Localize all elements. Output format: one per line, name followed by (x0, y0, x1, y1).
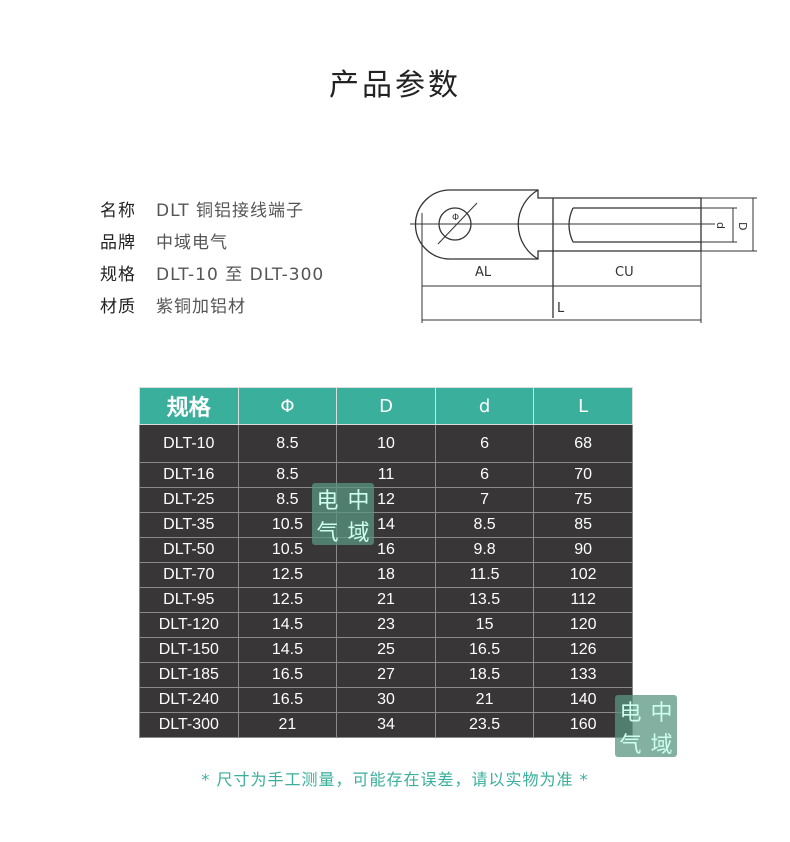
table-cell: 14.5 (237, 612, 338, 638)
table-cell: 15 (434, 612, 535, 638)
col-phi: Φ (237, 387, 338, 425)
table-cell: DLT-25 (139, 487, 239, 513)
table-cell: 120 (533, 612, 633, 638)
watermark-char: 气 (316, 521, 339, 546)
svg-text:L: L (557, 301, 565, 316)
table-cell: 75 (533, 487, 633, 513)
table-cell: 9.8 (434, 537, 535, 563)
table-cell: DLT-50 (139, 537, 239, 563)
table-row: DLT-50 10.5 16 9.8 90 (139, 537, 633, 563)
table-row: DLT-16 8.5 11 6 70 (139, 462, 633, 488)
table-cell: 16.5 (237, 662, 338, 688)
table-cell: DLT-95 (139, 587, 239, 613)
table-cell: 8.5 (434, 512, 535, 538)
table-cell: 126 (533, 637, 633, 663)
watermark-char: 电 (316, 489, 339, 514)
spec-name: 名称 DLT 铜铝接线端子 (100, 200, 305, 221)
table-cell: 85 (533, 512, 633, 538)
watermark-char: 中 (650, 701, 673, 726)
table-cell: DLT-300 (139, 712, 239, 738)
table-cell: 30 (336, 687, 436, 713)
spec-list: 名称 DLT 铜铝接线端子 品牌 中域电气 规格 DLT-10 至 DLT-300 材… (100, 192, 324, 320)
table-row: DLT-185 16.5 27 18.5 133 (139, 662, 633, 688)
svg-text:Φ: Φ (452, 213, 459, 223)
table-row: DLT-10 8.5 10 6 68 (139, 424, 633, 463)
spec-brand: 品牌 中域电气 (100, 232, 228, 253)
table-cell: DLT-16 (139, 462, 239, 488)
table-cell: 21 (237, 712, 338, 738)
table-cell: 12.5 (237, 587, 338, 613)
watermark-char: 中 (347, 489, 370, 514)
table-cell: DLT-10 (139, 424, 239, 463)
table-cell: 23 (336, 612, 436, 638)
table-cell: DLT-120 (139, 612, 239, 638)
svg-text:D: D (736, 222, 749, 230)
table-cell: 6 (434, 424, 535, 463)
table-cell: 16.5 (237, 687, 338, 713)
table-cell: 11.5 (434, 562, 535, 588)
table-row: DLT-300 21 34 23.5 160 (139, 712, 633, 738)
table-cell: 10 (336, 424, 436, 463)
watermark-char: 气 (619, 733, 642, 758)
table-cell: 27 (336, 662, 436, 688)
table-row: DLT-240 16.5 30 21 140 (139, 687, 633, 713)
col-d: d (434, 387, 535, 425)
table-cell: 13.5 (434, 587, 535, 613)
table-row: DLT-35 10.5 14 8.5 85 (139, 512, 633, 538)
table-cell: 18.5 (434, 662, 535, 688)
terminal-diagram: Φ d D AL CU L (410, 189, 757, 323)
table-cell: DLT-150 (139, 637, 239, 663)
table-cell: 68 (533, 424, 633, 463)
svg-text:AL: AL (475, 265, 492, 280)
col-D: D (336, 387, 436, 425)
table-header: 规格 Φ D d L (139, 387, 633, 425)
svg-text:CU: CU (615, 265, 634, 280)
table-cell: 90 (533, 537, 633, 563)
table-cell: 21 (434, 687, 535, 713)
table-cell: DLT-240 (139, 687, 239, 713)
watermark-char: 域 (347, 521, 370, 546)
table-row: DLT-95 12.5 21 13.5 112 (139, 587, 633, 613)
spec-material: 材质 紫铜加铝材 (100, 296, 246, 317)
table-cell: 6 (434, 462, 535, 488)
table-row: DLT-120 14.5 23 15 120 (139, 612, 633, 638)
table-row: DLT-25 8.5 12 7 75 (139, 487, 633, 513)
col-model: 规格 (139, 387, 239, 425)
table-row: DLT-70 12.5 18 11.5 102 (139, 562, 633, 588)
table-cell: 112 (533, 587, 633, 613)
table-cell: 21 (336, 587, 436, 613)
table-cell: DLT-185 (139, 662, 239, 688)
table-cell: DLT-35 (139, 512, 239, 538)
svg-text:d: d (714, 222, 727, 229)
col-L: L (533, 387, 633, 425)
table-cell: 34 (336, 712, 436, 738)
page-title: 产品参数 (329, 68, 461, 103)
watermark-stamp: 电中气域 (312, 483, 374, 546)
table-cell: 16.5 (434, 637, 535, 663)
spec-table: 规格 Φ D d L DLT-10 8.5 10 6 68 DLT-16 8.5 11 6 70 D… (139, 387, 633, 738)
table-cell: DLT-70 (139, 562, 239, 588)
measurement-note: * 尺寸为手工测量，可能存在误差，请以实物为准 * (201, 770, 589, 789)
table-cell: 7 (434, 487, 535, 513)
table-cell: 102 (533, 562, 633, 588)
watermark-stamp: 电中气域 (615, 695, 677, 758)
table-cell: 14.5 (237, 637, 338, 663)
table-cell: 10.5 (237, 537, 338, 563)
spec-model: 规格 DLT-10 至 DLT-300 (100, 264, 325, 285)
table-cell: 12.5 (237, 562, 338, 588)
table-row: DLT-150 14.5 25 16.5 126 (139, 637, 633, 663)
table-cell: 133 (533, 662, 633, 688)
table-cell: 23.5 (434, 712, 535, 738)
table-cell: 70 (533, 462, 633, 488)
table-cell: 18 (336, 562, 436, 588)
table-cell: 25 (336, 637, 436, 663)
watermark-char: 电 (619, 701, 642, 726)
watermark-char: 域 (650, 733, 673, 758)
table-cell: 8.5 (237, 424, 338, 463)
